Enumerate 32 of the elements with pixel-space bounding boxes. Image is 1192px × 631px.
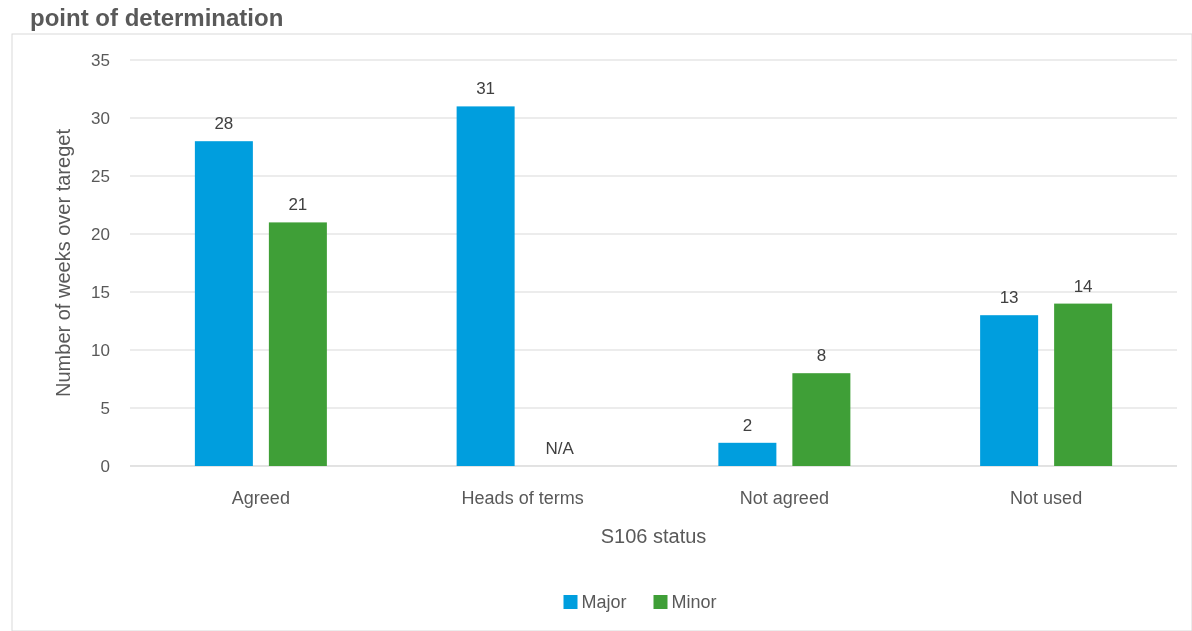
- legend-label: Major: [581, 592, 627, 612]
- y-tick-label: 10: [91, 341, 110, 360]
- y-tick-label: 0: [100, 457, 110, 476]
- data-label: 2: [742, 415, 753, 435]
- bar: [1054, 303, 1113, 466]
- y-tick-label: 5: [100, 399, 110, 418]
- x-tick-label: Not used: [1010, 488, 1083, 508]
- legend-label: Minor: [671, 592, 717, 612]
- data-label: 14: [1073, 276, 1093, 296]
- bar: [194, 141, 253, 466]
- x-tick-label: Heads of terms: [461, 488, 584, 508]
- x-tick-label: Agreed: [231, 488, 290, 508]
- bar: [980, 315, 1039, 466]
- bar: [718, 442, 777, 466]
- data-label: 21: [288, 195, 308, 215]
- text: N/A: [545, 439, 574, 458]
- bar: [792, 373, 851, 466]
- y-tick-label: 15: [91, 283, 110, 302]
- y-axis-title: Number of weeks over tareget: [52, 128, 74, 397]
- data-label: 28: [214, 114, 234, 134]
- x-tick-label: Not agreed: [739, 488, 829, 508]
- bar: [268, 222, 327, 466]
- y-tick-label: 25: [91, 167, 110, 186]
- data-label: 13: [999, 288, 1019, 308]
- y-tick-label: 35: [91, 51, 110, 70]
- data-label: 31: [476, 79, 496, 99]
- data-label: 8: [816, 346, 827, 366]
- y-tick-label: 20: [91, 225, 110, 244]
- bar: [456, 106, 515, 466]
- y-tick-label: 30: [91, 109, 110, 128]
- x-axis-title: S106 status: [600, 525, 707, 547]
- chart-title: point of determination: [30, 4, 284, 31]
